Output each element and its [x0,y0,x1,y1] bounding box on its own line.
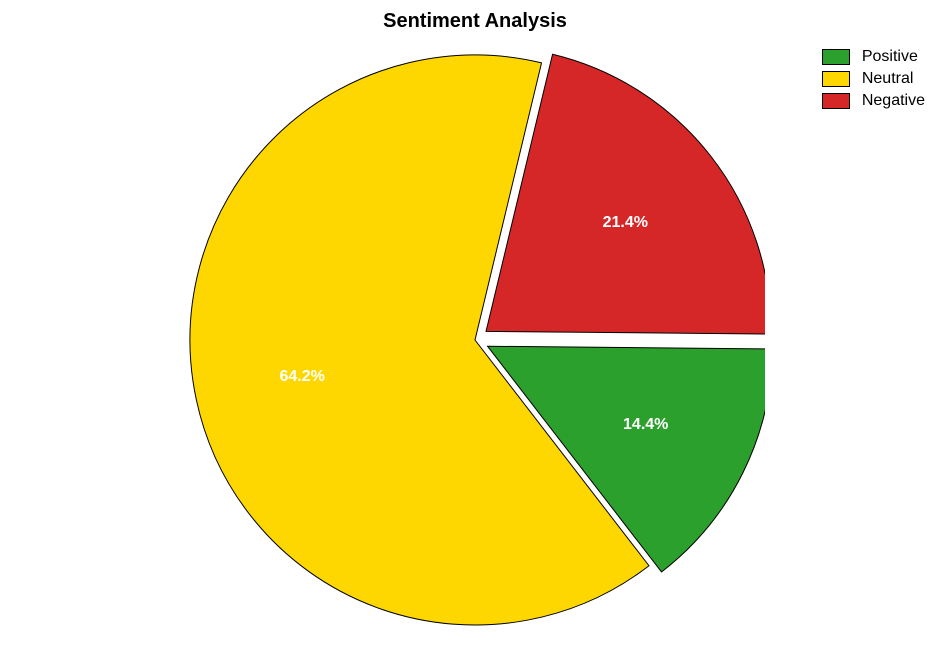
pie-chart: 21.4% 14.4% 64.2% [185,50,765,630]
pie-svg [185,50,765,630]
chart-container: Sentiment Analysis 21.4% 14.4% 64.2% Posit… [0,0,950,662]
slice-label-negative: 21.4% [603,214,648,232]
slice-label-neutral: 64.2% [280,368,325,386]
chart-title: Sentiment Analysis [383,10,567,33]
legend: Positive Neutral Negative [822,48,925,114]
legend-swatch-neutral [822,71,850,87]
legend-swatch-negative [822,93,850,109]
legend-item-neutral: Neutral [822,70,925,88]
legend-item-positive: Positive [822,48,925,66]
legend-label-neutral: Neutral [862,70,914,88]
legend-label-negative: Negative [862,92,925,110]
legend-swatch-positive [822,49,850,65]
legend-item-negative: Negative [822,92,925,110]
legend-label-positive: Positive [862,48,918,66]
slice-label-positive: 14.4% [623,416,668,434]
